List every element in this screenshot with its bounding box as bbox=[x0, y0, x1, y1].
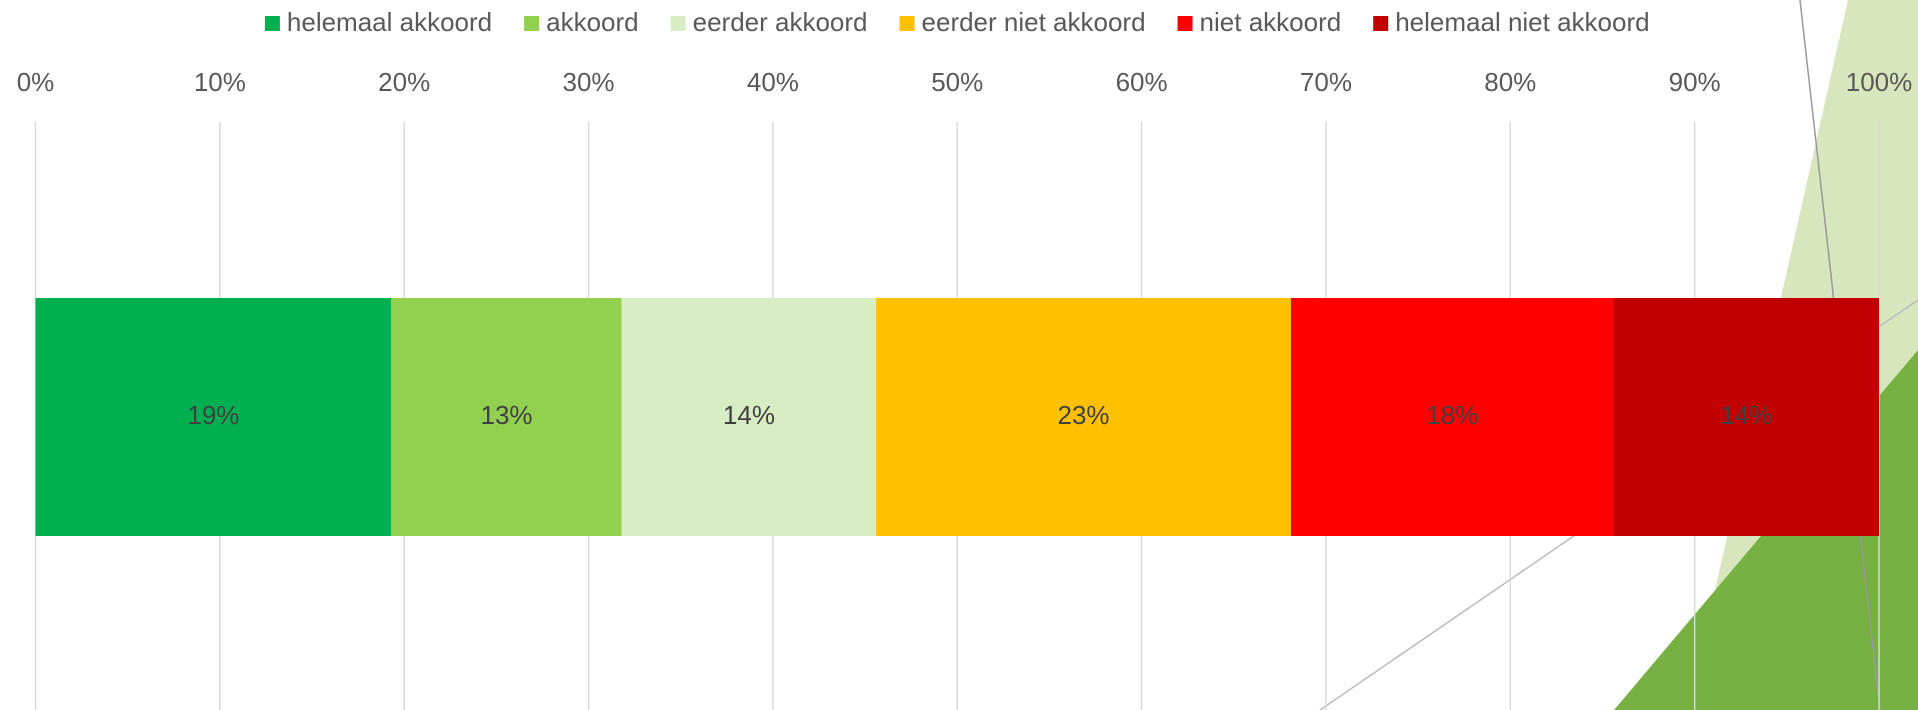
bar-segment bbox=[391, 298, 622, 536]
legend-swatch bbox=[1373, 16, 1389, 31]
legend-swatch bbox=[264, 16, 280, 31]
legend-swatch bbox=[524, 16, 540, 31]
x-tick-label: 40% bbox=[747, 67, 799, 97]
legend-label: helemaal niet akkoord bbox=[1395, 7, 1649, 37]
data-label: 14% bbox=[1720, 400, 1772, 430]
legend-item: helemaal akkoord bbox=[264, 7, 492, 37]
data-label: 13% bbox=[480, 400, 532, 430]
bar-segment bbox=[1613, 298, 1879, 536]
bars: 19% 13% 14% 23% 18% 14% bbox=[35, 298, 1879, 536]
x-tick-label: 10% bbox=[194, 67, 246, 97]
legend-swatch bbox=[670, 16, 686, 31]
data-label: 23% bbox=[1058, 400, 1110, 430]
data-label: 14% bbox=[723, 400, 775, 430]
bar-segment bbox=[1290, 298, 1614, 536]
x-tick-label: 100% bbox=[1846, 67, 1913, 97]
data-label: 19% bbox=[187, 400, 239, 430]
legend: helemaal akkoord akkoord eerder akkoord eer… bbox=[264, 7, 1650, 37]
legend-label: eerder akkoord bbox=[693, 7, 868, 37]
legend-item: eerder niet akkoord bbox=[899, 7, 1146, 37]
x-tick-label: 60% bbox=[1116, 67, 1168, 97]
bar-segment bbox=[876, 298, 1291, 536]
legend-label: niet akkoord bbox=[1200, 7, 1342, 37]
x-tick-label: 90% bbox=[1669, 67, 1721, 97]
x-tick-label: 20% bbox=[378, 67, 430, 97]
legend-label: eerder niet akkoord bbox=[922, 7, 1146, 37]
x-tick-label: 30% bbox=[563, 67, 615, 97]
x-tick-label: 0% bbox=[17, 67, 55, 97]
data-label: 18% bbox=[1426, 400, 1478, 430]
legend-item: niet akkoord bbox=[1177, 7, 1342, 37]
bar-segment bbox=[35, 298, 392, 536]
legend-item: akkoord bbox=[524, 7, 639, 37]
legend-item: helemaal niet akkoord bbox=[1373, 7, 1650, 37]
legend-item: eerder akkoord bbox=[670, 7, 868, 37]
legend-swatch bbox=[899, 16, 915, 31]
legend-swatch bbox=[1177, 16, 1193, 31]
legend-label: akkoord bbox=[546, 7, 639, 37]
legend-label: helemaal akkoord bbox=[287, 7, 492, 37]
x-tick-label: 70% bbox=[1300, 67, 1352, 97]
bar-segment bbox=[621, 298, 877, 536]
x-tick-label: 80% bbox=[1484, 67, 1536, 97]
x-tick-label: 50% bbox=[931, 67, 983, 97]
grid: 0% 10% 20% 30% 40% 50% 60% 70% 80% 90% 100% bbox=[17, 67, 1913, 710]
